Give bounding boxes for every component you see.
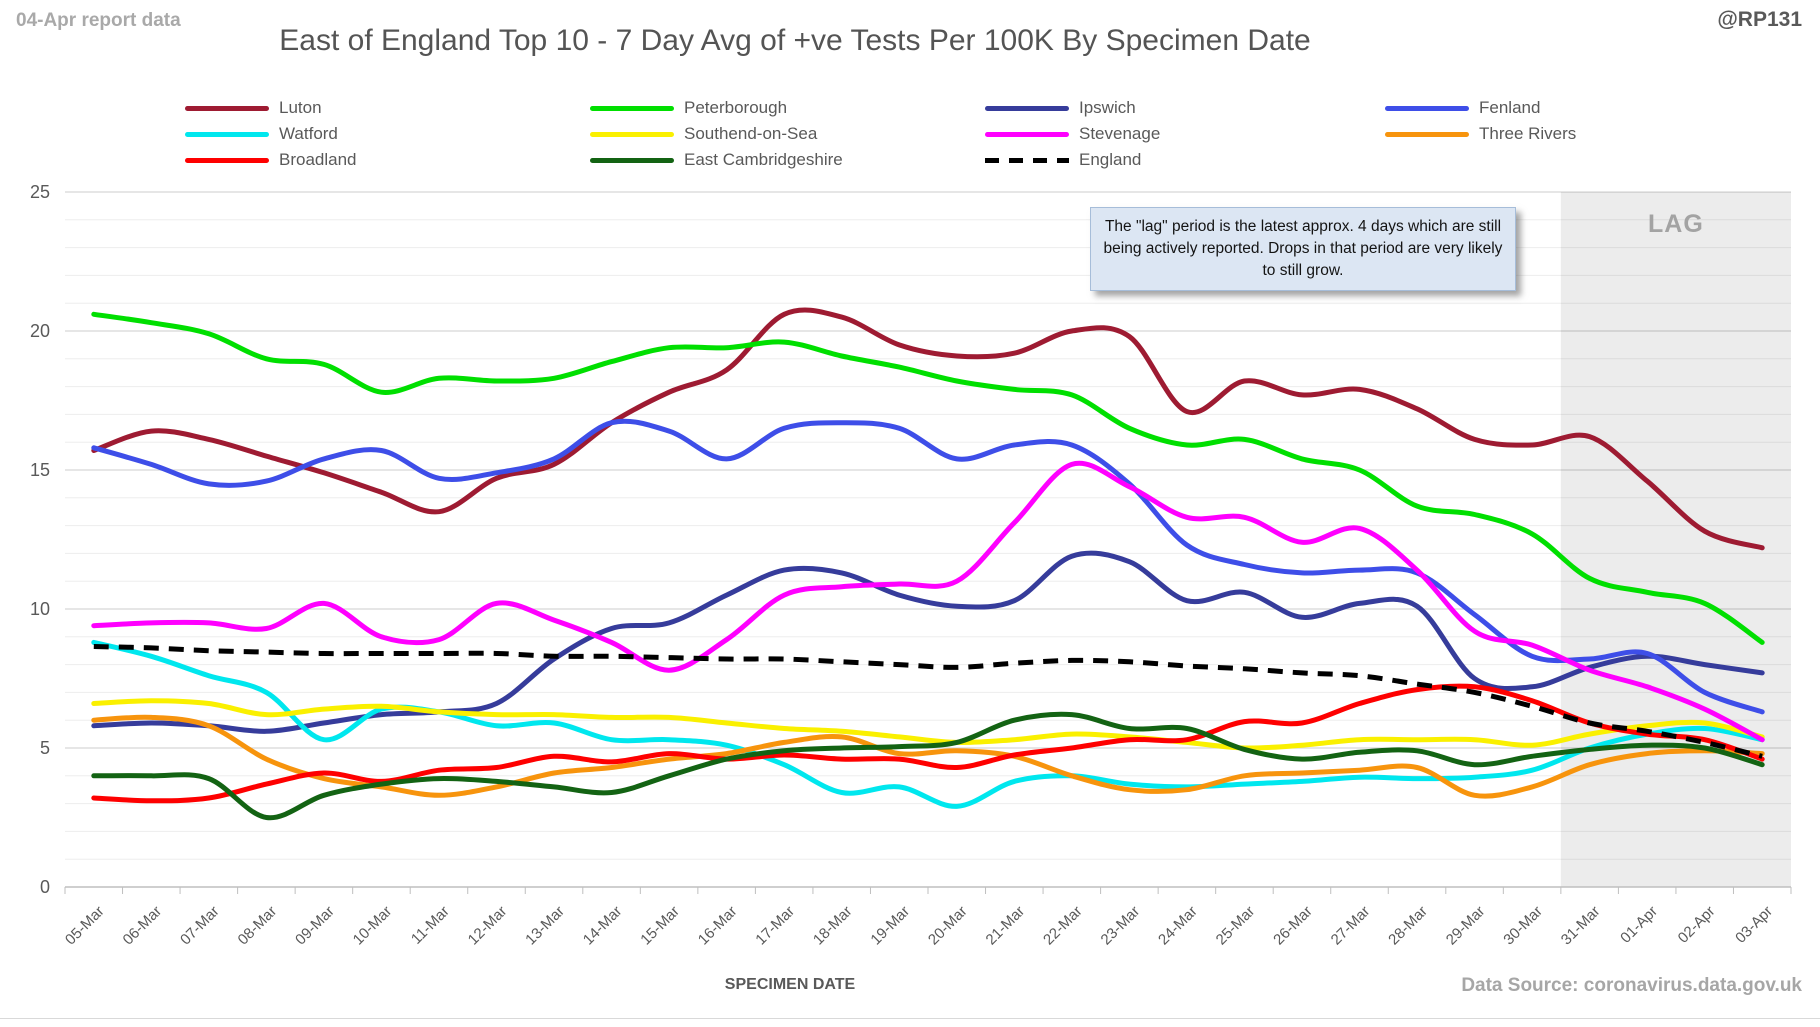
legend-label: Three Rivers [1479, 124, 1577, 143]
legend-line-swatch [590, 131, 674, 137]
data-source-label: Data Source: coronavirus.data.gov.uk [1461, 975, 1802, 996]
series-line-peterborough [91, 311, 1765, 645]
series-line-east-cambridgeshire [91, 711, 1765, 821]
x-tick-label-05-Mar: 05-Mar [62, 903, 108, 949]
series-line-luton [91, 307, 1765, 551]
x-tick-label-11-Mar: 11-Mar [408, 903, 453, 948]
legend-line-swatch [590, 105, 674, 111]
legend-item-ipswich: Ipswich [985, 97, 1136, 119]
legend-item-luton: Luton [185, 97, 322, 119]
legend-line-swatch [985, 157, 1069, 163]
x-tick-label-19-Mar: 19-Mar [867, 903, 913, 949]
series-line-fenland [91, 418, 1765, 715]
series-line-southend-on-sea [91, 698, 1765, 751]
x-tick-label-23-Mar: 23-Mar [1098, 903, 1144, 949]
legend-line-swatch [185, 105, 269, 111]
series-line-stevenage [91, 460, 1765, 743]
legend-line-swatch [185, 131, 269, 137]
series-line-broadland [91, 683, 1765, 804]
x-tick-label-08-Mar: 08-Mar [235, 903, 281, 949]
y-tick-label-20: 20 [30, 321, 50, 341]
x-tick-label-31-Mar: 31-Mar [1558, 903, 1604, 949]
legend-label: Southend-on-Sea [684, 124, 818, 143]
y-tick-label-25: 25 [30, 182, 50, 202]
x-tick-label-22-Mar: 22-Mar [1040, 903, 1086, 949]
x-tick-label-13-Mar: 13-Mar [522, 903, 568, 949]
x-tick-label-12-Mar: 12-Mar [465, 903, 511, 949]
legend-label: Fenland [1479, 98, 1541, 117]
x-tick-label-27-Mar: 27-Mar [1328, 903, 1374, 949]
legend-label: East Cambridgeshire [684, 150, 843, 169]
series-line-three-rivers [91, 714, 1765, 799]
legend-line-swatch [985, 105, 1069, 111]
x-tick-label-26-Mar: 26-Mar [1270, 903, 1316, 949]
x-tick-label-17-Mar: 17-Mar [752, 903, 798, 949]
x-tick-label-06-Mar: 06-Mar [120, 903, 166, 949]
x-tick-label-15-Mar: 15-Mar [637, 903, 683, 949]
legend-label: Broadland [279, 150, 357, 169]
chart-legend: Luton Watford Broadland Peterborough Southen… [0, 92, 1820, 169]
legend-label: England [1079, 150, 1142, 169]
series-line-watford [91, 639, 1765, 809]
legend-item-england: England [985, 149, 1141, 171]
legend-line-swatch [185, 157, 269, 163]
legend-label: Watford [279, 124, 338, 143]
x-tick-label-29-Mar: 29-Mar [1443, 903, 1489, 949]
x-tick-label-30-Mar: 30-Mar [1500, 903, 1546, 949]
x-tick-label-21-Mar: 21-Mar [983, 903, 1029, 949]
x-tick-label-24-Mar: 24-Mar [1155, 903, 1201, 949]
x-tick-label-03-Apr: 03-Apr [1732, 903, 1776, 947]
x-tick-label-14-Mar: 14-Mar [580, 903, 626, 949]
x-tick-label-01-Apr: 01-Apr [1617, 903, 1661, 947]
x-tick-label-18-Mar: 18-Mar [810, 903, 856, 949]
legend-line-swatch [1385, 131, 1469, 137]
author-handle: @RP131 [1717, 8, 1802, 31]
legend-item-fenland: Fenland [1385, 97, 1540, 119]
legend-item-three-rivers: Three Rivers [1385, 123, 1576, 145]
x-tick-label-28-Mar: 28-Mar [1385, 903, 1431, 949]
series-line-england [93, 644, 1763, 759]
report-date-label: 04-Apr report data [16, 10, 181, 31]
y-tick-label-0: 0 [40, 877, 50, 897]
x-axis-title: SPECIMEN DATE [724, 976, 856, 993]
x-tick-label-09-Mar: 09-Mar [292, 903, 338, 949]
legend-item-southend-on-sea: Southend-on-Sea [590, 123, 817, 145]
page-title: East of England Top 10 - 7 Day Avg of +v… [279, 24, 1311, 57]
y-tick-label-15: 15 [30, 460, 50, 480]
x-tick-label-07-Mar: 07-Mar [177, 903, 223, 949]
legend-label: Ipswich [1079, 98, 1136, 117]
legend-line-swatch [590, 157, 674, 163]
y-tick-label-10: 10 [30, 599, 50, 619]
legend-line-swatch [1385, 105, 1469, 111]
x-tick-label-10-Mar: 10-Mar [350, 903, 396, 949]
lag-region [1560, 192, 1791, 887]
bottom-divider [0, 1018, 1820, 1019]
legend-item-east-cambridgeshire: East Cambridgeshire [590, 149, 843, 171]
legend-item-broadland: Broadland [185, 149, 357, 171]
x-tick-label-25-Mar: 25-Mar [1213, 903, 1259, 949]
legend-label: Luton [279, 98, 322, 117]
lag-annotation-box: The "lag" period is the latest approx. 4… [1090, 207, 1516, 291]
legend-item-stevenage: Stevenage [985, 123, 1160, 145]
lag-region-label: LAG [1648, 210, 1704, 238]
legend-label: Peterborough [684, 98, 788, 117]
y-tick-label-5: 5 [40, 738, 50, 758]
legend-line-swatch [985, 131, 1069, 137]
series-line-ipswich [91, 550, 1765, 734]
x-tick-label-02-Apr: 02-Apr [1675, 903, 1719, 947]
legend-label: Stevenage [1079, 124, 1161, 143]
x-tick-label-16-Mar: 16-Mar [695, 903, 741, 949]
legend-item-peterborough: Peterborough [590, 97, 787, 119]
x-tick-label-20-Mar: 20-Mar [925, 903, 971, 949]
legend-item-watford: Watford [185, 123, 338, 145]
